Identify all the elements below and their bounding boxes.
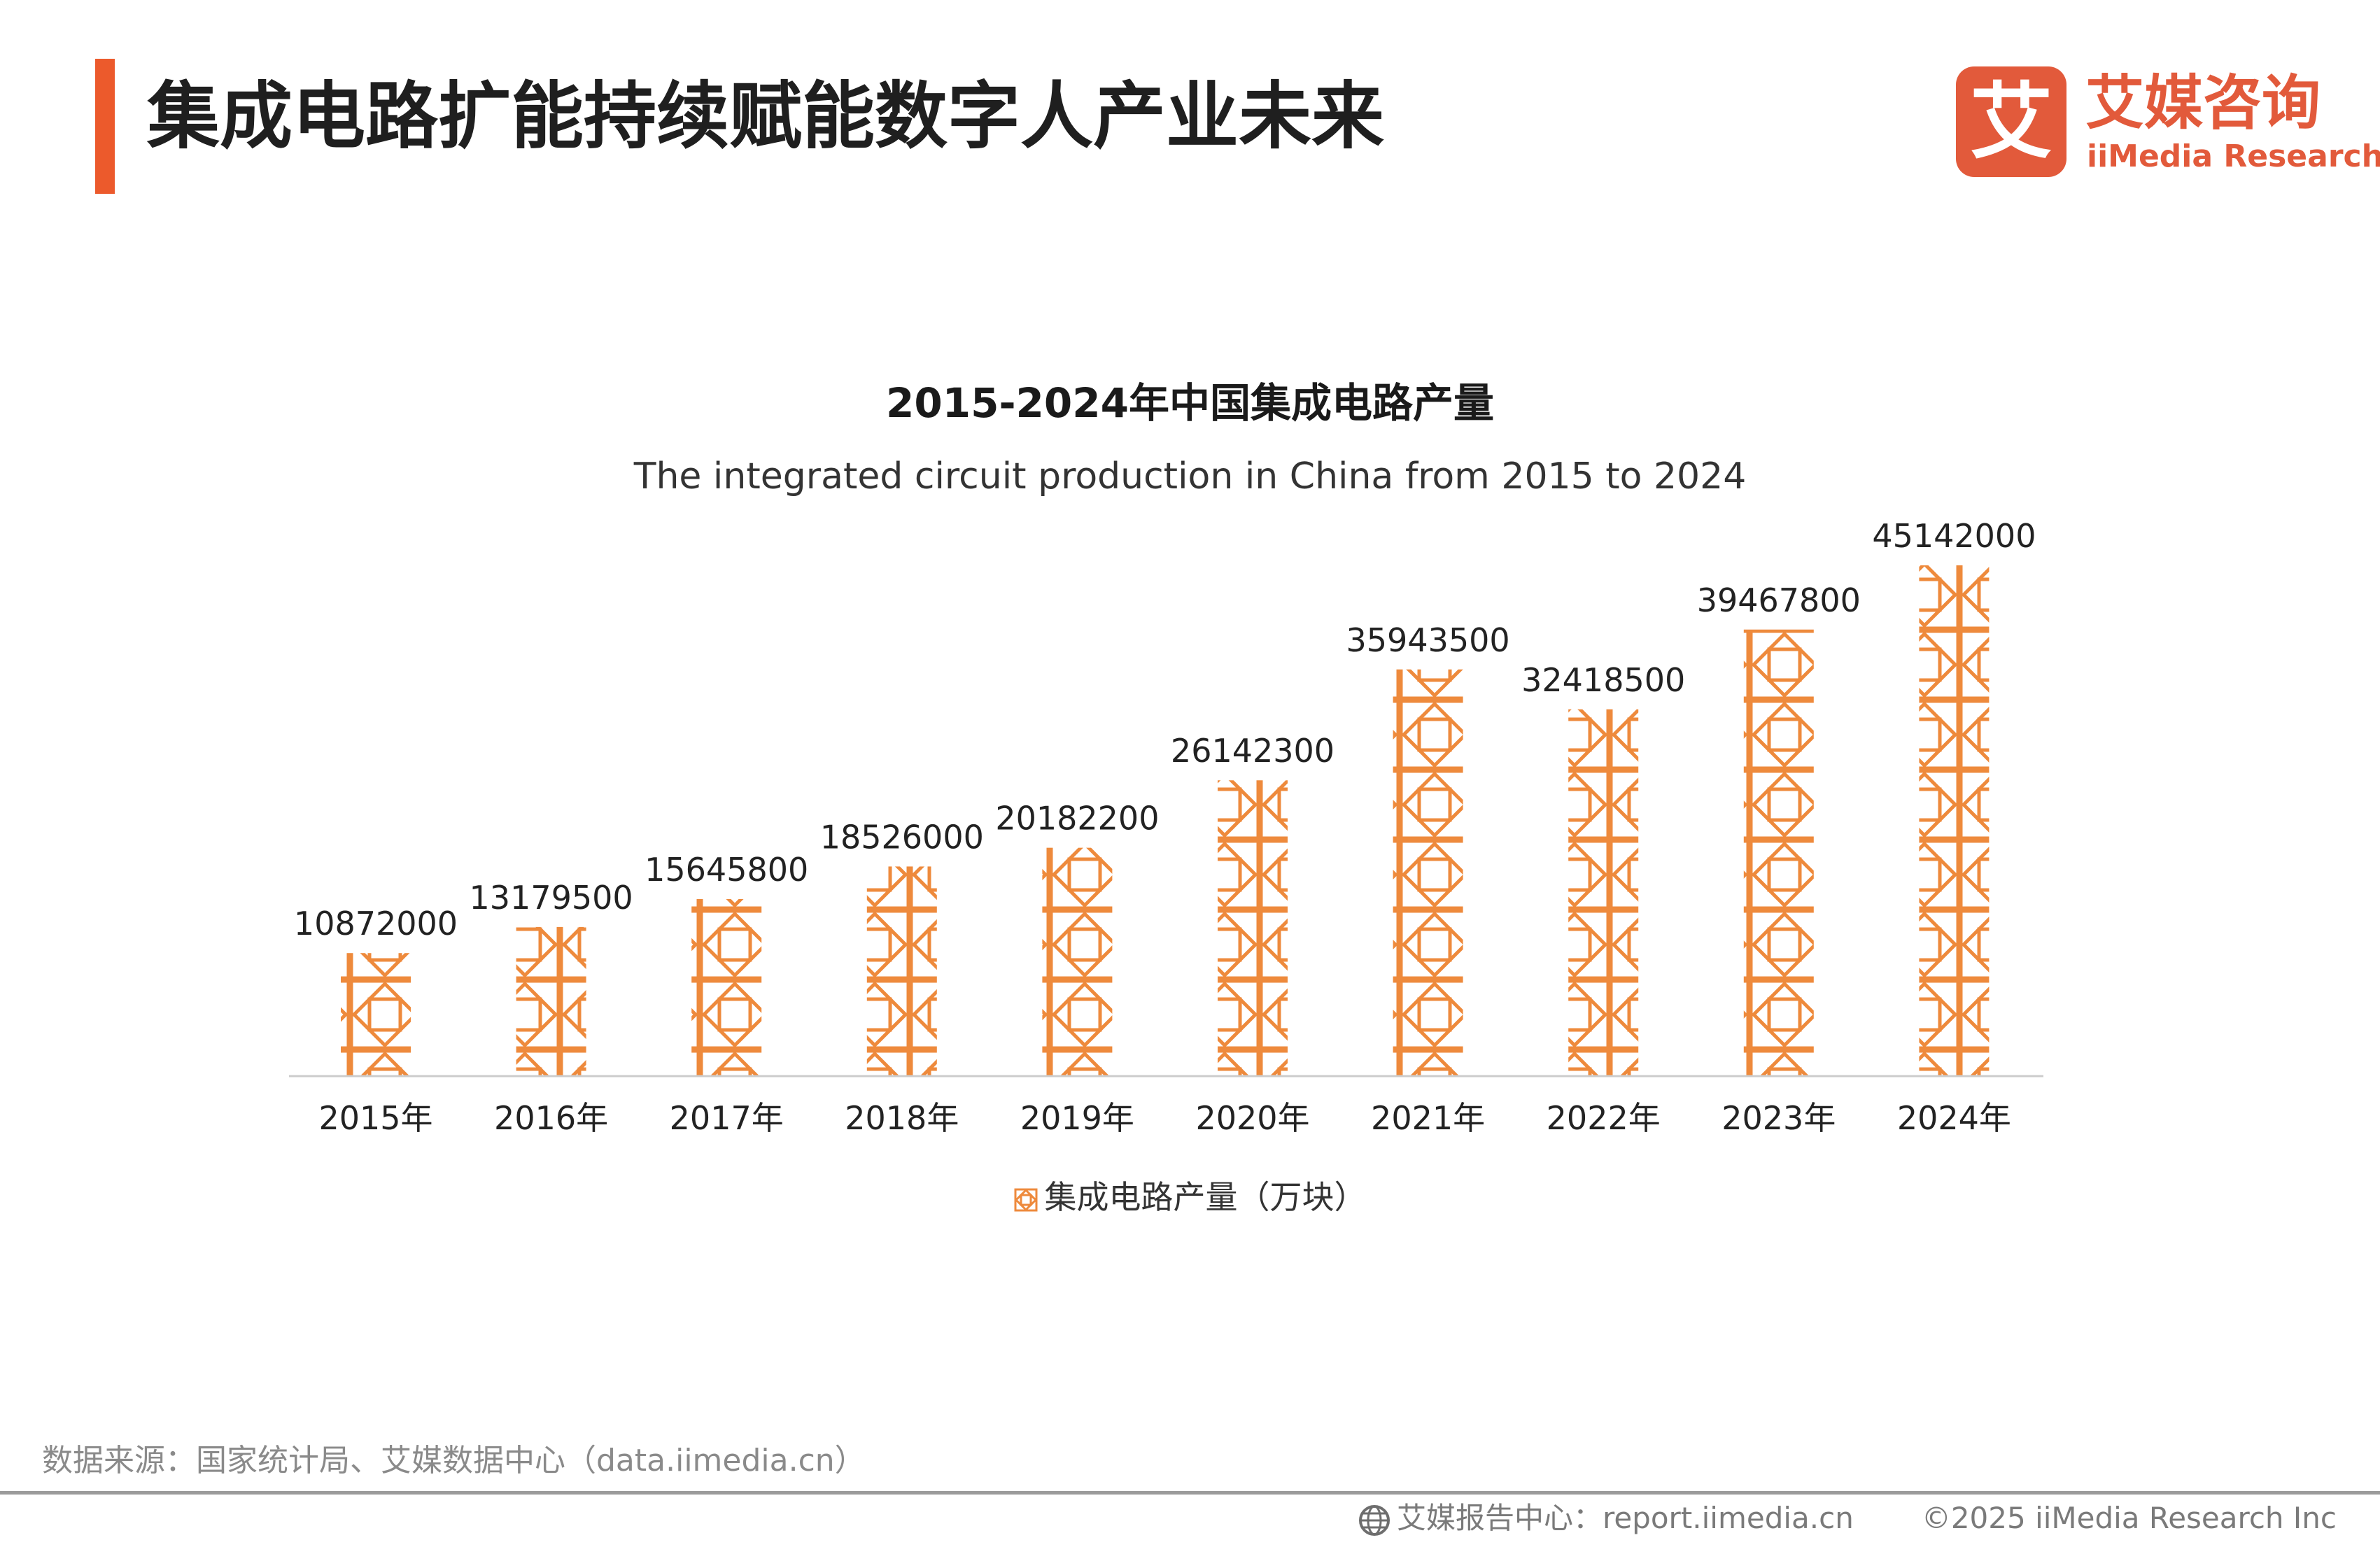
bar-2024年 — [1919, 565, 1990, 1076]
logo-cn-name: 艾媒咨询 — [2085, 69, 2321, 137]
chart-title: 2015-2024年中国集成电路产量 — [886, 379, 1494, 427]
page-title: 集成电路扩能持续赋能数字人产业未来 — [147, 73, 1385, 159]
footer-report-center: 艾媒报告中心：report.iimedia.cn — [1358, 1497, 1854, 1539]
x-tick-label: 2020年 — [1195, 1099, 1309, 1137]
x-tick-label: 2021年 — [1371, 1099, 1485, 1137]
logo-en-name: iiMedia Research — [2087, 139, 2380, 174]
data-label: 20182200 — [995, 800, 1159, 838]
data-label: 32418500 — [1521, 661, 1685, 699]
data-label: 35943500 — [1346, 621, 1510, 659]
title-accent-bar — [95, 59, 115, 194]
data-label: 10872000 — [294, 905, 458, 942]
legend-label: 集成电路产量（万块） — [1044, 1178, 1367, 1216]
x-tick-label: 2024年 — [1897, 1099, 2011, 1137]
bar-2023年 — [1743, 629, 1814, 1076]
brand-logo: 艾 艾媒咨询 iiMedia Research — [1956, 66, 2380, 185]
data-label: 45142000 — [1872, 517, 2036, 555]
globe-icon — [1359, 1504, 1390, 1536]
footer-copyright: ©2025 iiMedia Research Inc — [1921, 1501, 2337, 1535]
data-label: 18526000 — [820, 818, 984, 856]
labels: 10872000 2015年 13179500 2016年 15645800 2017年 1… — [294, 517, 2036, 1137]
data-label: 26142300 — [1171, 732, 1335, 770]
bar-2017年 — [691, 898, 762, 1076]
x-tick-label: 2017年 — [670, 1099, 784, 1137]
footer-center-text: 艾媒报告中心：report.iimedia.cn — [1397, 1501, 1854, 1535]
bar-2016年 — [516, 926, 586, 1076]
data-label: 13179500 — [470, 879, 633, 917]
data-label: 15645800 — [645, 851, 808, 889]
legend-chip-icon — [1014, 1188, 1037, 1211]
logo-mark-icon: 艾 — [1956, 66, 2066, 177]
chart-legend: 集成电路产量（万块） — [0, 1173, 2380, 1222]
bar-2019年 — [1042, 847, 1113, 1076]
x-tick-label: 2019年 — [1020, 1099, 1134, 1137]
bar-2020年 — [1218, 780, 1288, 1076]
x-tick-label: 2023年 — [1721, 1099, 1836, 1137]
data-source: 数据来源：国家统计局、艾媒数据中心（data.iimedia.cn） — [42, 1443, 866, 1478]
bar-2021年 — [1393, 669, 1463, 1076]
logo-glyph: 艾 — [1969, 73, 2052, 170]
x-tick-label: 2016年 — [494, 1099, 608, 1137]
bar-2022年 — [1568, 709, 1639, 1076]
chart-subtitle: The integrated circuit production in Chi… — [633, 455, 1747, 497]
x-tick-label: 2022年 — [1547, 1099, 1661, 1137]
x-tick-label: 2015年 — [318, 1099, 432, 1137]
bar-2015年 — [341, 953, 411, 1076]
footer-divider — [0, 1491, 2380, 1495]
x-tick-label: 2018年 — [845, 1099, 959, 1137]
bar-2018年 — [866, 866, 937, 1076]
data-label: 39467800 — [1697, 581, 1861, 619]
bars — [341, 565, 1990, 1076]
